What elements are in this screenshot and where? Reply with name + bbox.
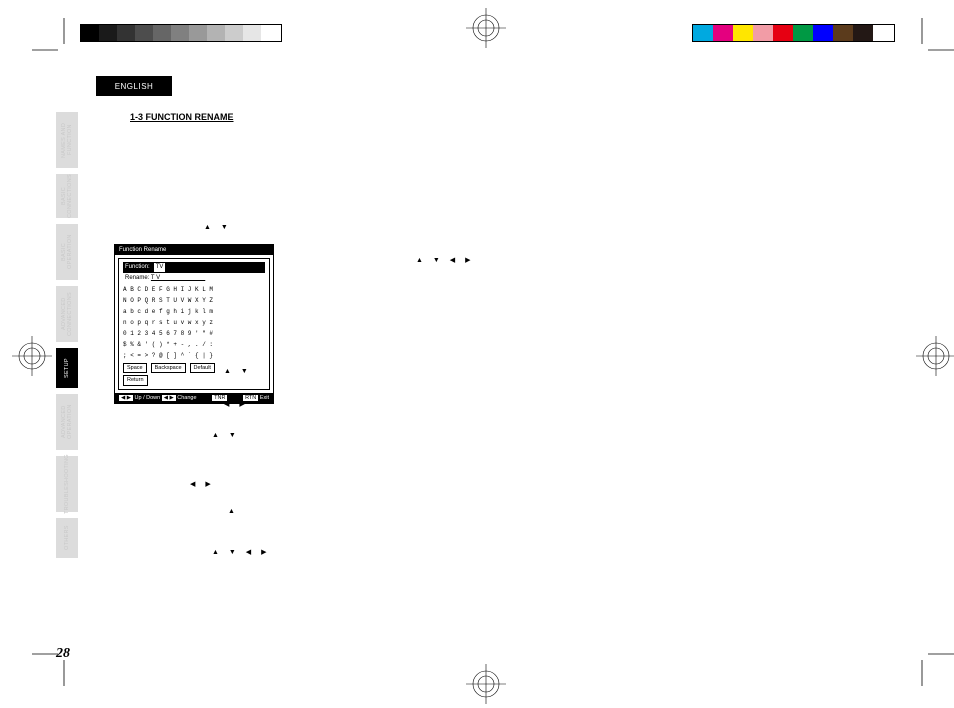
arrow-glyphs: ◀ ▶ xyxy=(190,480,215,488)
osd-rename-label: Rename: xyxy=(125,275,149,281)
grayscale-calibration-bar xyxy=(81,25,279,41)
osd-footer: ◀ ▶ Up / Down ◀ ▶ Change TNR RTN Exit xyxy=(115,393,273,403)
osd-backspace-button: Backspace xyxy=(151,363,186,373)
osd-rename-row: Rename: T V _ _ _ _ _ _ _ _ _ xyxy=(123,273,265,284)
arrow-glyphs: ▲ ▼ xyxy=(204,224,232,231)
registration-target xyxy=(466,664,506,704)
osd-screenshot: Function Rename Function: TV Rename: T V… xyxy=(114,244,274,404)
osd-footer-nav-icon: ◀ ▶ xyxy=(162,395,176,401)
osd-char-grid: A B C D E F G H I J K L MN O P Q R S T U… xyxy=(123,284,265,361)
registration-target xyxy=(466,8,506,48)
osd-function-row: Function: TV xyxy=(123,262,265,273)
section-tab: ADVANCED CONNECTIONS xyxy=(56,286,78,342)
arrow-glyphs: ▲ ▼ xyxy=(224,368,252,375)
section-tab: NAMES AND FUNCTION xyxy=(56,112,78,168)
osd-title: Function Rename xyxy=(115,245,273,255)
osd-function-value: TV xyxy=(154,263,166,272)
section-tabs: NAMES AND FUNCTION BASIC CONNECTIONS BASIC… xyxy=(56,112,78,558)
osd-char-row: N O P Q R S T U V W X Y Z xyxy=(123,295,265,306)
arrow-glyphs: ▲ ▼ ◀ ▶ xyxy=(416,256,474,264)
osd-default-button: Default xyxy=(190,363,215,373)
osd-rename-value: T V _ _ _ _ _ _ _ _ _ xyxy=(151,275,205,281)
osd-char-row: A B C D E F G H I J K L M xyxy=(123,284,265,295)
osd-char-row: $ % & ' ( ) * + - , . / : xyxy=(123,339,265,350)
osd-footer-nav-icon: ◀ ▶ xyxy=(119,395,133,401)
osd-footer-change: Change xyxy=(177,395,196,401)
arrow-glyphs: ▲ xyxy=(228,508,239,515)
section-tab: OTHERS xyxy=(56,518,78,558)
section-tab: BASIC CONNECTIONS xyxy=(56,174,78,218)
section-title: 1-3 FUNCTION RENAME xyxy=(130,112,234,122)
section-tab: SETUP xyxy=(56,348,78,388)
section-tab: ADVANCED OPERATION xyxy=(56,394,78,450)
color-calibration-bar xyxy=(693,25,893,41)
osd-char-row: ; < = > ? @ [ ] ^ ` { | } xyxy=(123,350,265,361)
osd-char-row: 0 1 2 3 4 5 6 7 8 9 ' " # xyxy=(123,328,265,339)
page-number: 28 xyxy=(56,646,70,662)
language-tab: ENGLISH xyxy=(96,76,172,96)
osd-function-label: Function: xyxy=(125,263,150,272)
arrow-glyphs: ◀ ▶ xyxy=(224,400,249,408)
osd-char-row: a b c d e f g h i j k l m xyxy=(123,306,265,317)
osd-footer-updown: Up / Down xyxy=(135,395,161,401)
registration-target xyxy=(916,336,954,376)
section-tab: TROUBLESHOOTING xyxy=(56,456,78,512)
osd-footer-exit: Exit xyxy=(260,395,269,401)
osd-char-row: n o p q r s t u v w x y z xyxy=(123,317,265,328)
osd-space-button: Space xyxy=(123,363,147,373)
arrow-glyphs: ▲ ▼ xyxy=(212,432,240,439)
registration-target xyxy=(12,336,52,376)
osd-return-button: Return xyxy=(123,375,148,385)
section-tab: BASIC OPERATION xyxy=(56,224,78,280)
arrow-glyphs: ▲ ▼ ◀ ▶ xyxy=(212,548,270,556)
